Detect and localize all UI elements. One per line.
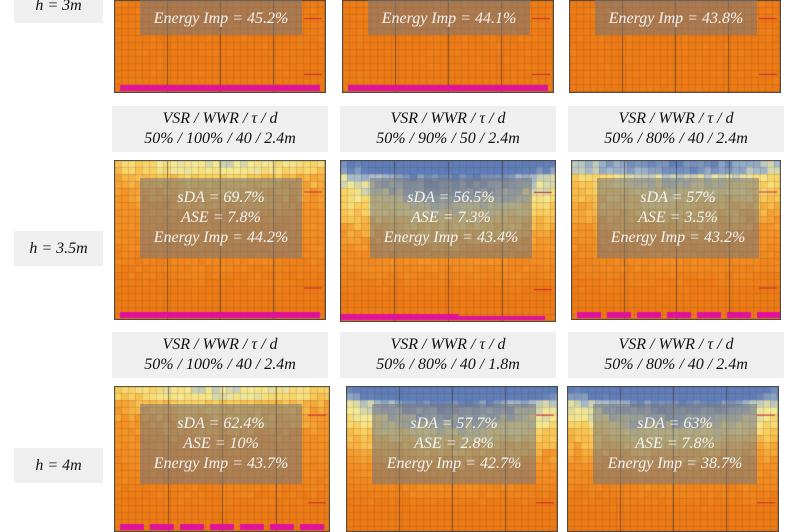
energy-improvement-text: Energy Imp = 44.2% [153,229,289,246]
ase-text: ASE = 7.8% [635,435,715,452]
energy-improvement-text: Energy Imp = 43.4% [383,229,519,246]
parameter-values: 50% / 100% / 40 / 2.4m [144,356,296,373]
metrics-overlay: Energy Imp = 44.1% [368,0,530,35]
parameter-names: VSR / WWR / τ / d [390,336,506,353]
ase-text: ASE = 10% [183,435,259,452]
ase-text: ASE = 7.8% [181,209,261,226]
energy-improvement-text: Energy Imp = 38.7% [607,455,743,472]
parameter-names: VSR / WWR / τ / d [390,110,506,127]
daylight-plot: sDA = 63% ASE = 7.8% Energy Imp = 38.7% [567,386,779,532]
metrics-overlay: sDA = 63% ASE = 7.8% Energy Imp = 38.7% [593,404,757,484]
parameter-values: 50% / 80% / 40 / 1.8m [376,356,520,373]
daylight-plot: sDA = 62.4% ASE = 10% Energy Imp = 43.7% [114,386,330,532]
row-label-h3: h = 3m [14,0,103,23]
parameter-values: 50% / 80% / 40 / 2.4m [604,356,748,373]
parameter-header: VSR / WWR / τ / d 50% / 80% / 40 / 2.4m [568,332,784,378]
sda-text: sDA = 56.5% [407,189,495,206]
parameter-header: VSR / WWR / τ / d 50% / 90% / 50 / 2.4m [340,106,556,152]
metrics-overlay: sDA = 57.7% ASE = 2.8% Energy Imp = 42.7… [372,404,536,484]
metrics-overlay: Energy Imp = 45.2% [140,0,302,35]
parameter-names: VSR / WWR / τ / d [618,336,734,353]
sda-text: sDA = 63% [637,415,713,432]
energy-improvement-text: Energy Imp = 43.8% [608,10,744,27]
row-label-h35: h = 3.5m [14,231,103,266]
parameter-names: VSR / WWR / τ / d [618,110,734,127]
sda-text: sDA = 57% [640,189,716,206]
energy-improvement-text: Energy Imp = 43.7% [153,455,289,472]
parameter-values: 50% / 100% / 40 / 2.4m [144,130,296,147]
ase-text: ASE = 2.8% [414,435,494,452]
metrics-overlay: Energy Imp = 43.8% [595,0,757,35]
daylight-plot: Energy Imp = 44.1% [342,0,554,93]
daylight-plot: sDA = 57.7% ASE = 2.8% Energy Imp = 42.7… [346,386,558,532]
ase-text: ASE = 7.3% [411,209,491,226]
parameter-values: 50% / 80% / 40 / 2.4m [604,130,748,147]
parameter-names: VSR / WWR / τ / d [162,110,278,127]
daylight-plot: Energy Imp = 43.8% [569,0,781,93]
parameter-header: VSR / WWR / τ / d 50% / 80% / 40 / 1.8m [340,332,556,378]
daylight-plot: sDA = 57% ASE = 3.5% Energy Imp = 43.2% [571,160,781,320]
metrics-overlay: sDA = 56.5% ASE = 7.3% Energy Imp = 43.4… [370,178,532,258]
parameter-header: VSR / WWR / τ / d 50% / 100% / 40 / 2.4m [112,332,328,378]
energy-improvement-text: Energy Imp = 45.2% [153,10,289,27]
daylight-plot: sDA = 56.5% ASE = 7.3% Energy Imp = 43.4… [340,160,556,322]
sda-text: sDA = 69.7% [177,189,265,206]
parameter-names: VSR / WWR / τ / d [162,336,278,353]
energy-improvement-text: Energy Imp = 42.7% [386,455,522,472]
parameter-values: 50% / 90% / 50 / 2.4m [376,130,520,147]
metrics-overlay: sDA = 62.4% ASE = 10% Energy Imp = 43.7% [140,404,302,484]
metrics-overlay: sDA = 69.7% ASE = 7.8% Energy Imp = 44.2… [140,178,302,258]
row-label-h4: h = 4m [14,448,103,483]
daylight-plot: Energy Imp = 45.2% [114,0,326,93]
ase-text: ASE = 3.5% [638,209,718,226]
parameter-header: VSR / WWR / τ / d 50% / 80% / 40 / 2.4m [568,106,784,152]
energy-improvement-text: Energy Imp = 43.2% [610,229,746,246]
parameter-header: VSR / WWR / τ / d 50% / 100% / 40 / 2.4m [112,106,328,152]
sda-text: sDA = 62.4% [177,415,265,432]
sda-text: sDA = 57.7% [410,415,498,432]
metrics-overlay: sDA = 57% ASE = 3.5% Energy Imp = 43.2% [597,178,759,258]
energy-improvement-text: Energy Imp = 44.1% [381,10,517,27]
daylight-plot: sDA = 69.7% ASE = 7.8% Energy Imp = 44.2… [114,160,326,320]
